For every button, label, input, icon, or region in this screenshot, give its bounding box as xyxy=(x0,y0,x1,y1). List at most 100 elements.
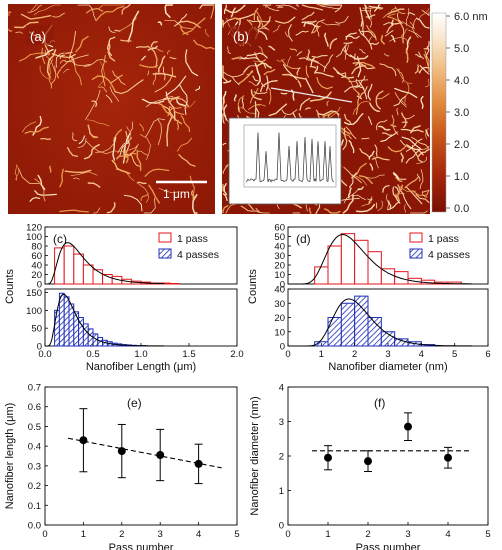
nanofiber xyxy=(120,39,132,42)
nanofiber xyxy=(306,56,327,69)
x-tick-label: 1.5 xyxy=(182,349,195,360)
nanofiber xyxy=(407,12,416,16)
nanofiber xyxy=(306,49,310,61)
nanofiber xyxy=(289,48,298,52)
nanofiber xyxy=(177,13,188,25)
x-tick-label: 2 xyxy=(352,349,357,360)
y-tick-label: 40 xyxy=(31,261,42,272)
legend-swatch xyxy=(158,248,172,259)
fit-curve xyxy=(288,298,472,347)
nanofiber xyxy=(35,48,54,59)
nanofiber xyxy=(365,174,385,179)
nanofiber xyxy=(342,127,348,150)
nanofiber xyxy=(341,72,347,78)
fit-curve xyxy=(46,242,165,285)
nanofiber xyxy=(195,85,201,91)
nanofiber xyxy=(238,70,254,85)
nanofiber xyxy=(321,113,330,119)
nanofiber xyxy=(384,30,394,37)
nanofiber xyxy=(405,48,409,63)
nanofiber xyxy=(21,121,37,133)
nanofiber xyxy=(125,151,129,164)
histogram-bar xyxy=(394,271,409,285)
nanofiber xyxy=(368,5,384,9)
nanofiber xyxy=(351,174,368,186)
nanofiber xyxy=(384,53,390,57)
panel-a-label: (a) xyxy=(30,29,46,44)
nanofiber xyxy=(314,65,319,74)
histogram-bar xyxy=(380,268,396,285)
y-tick-label: 10 xyxy=(274,270,285,281)
nanofiber xyxy=(404,203,406,213)
nanofiber xyxy=(222,164,229,174)
nanofiber xyxy=(249,87,259,104)
afm-image-b: (b) xyxy=(221,3,430,215)
nanofiber xyxy=(176,119,180,131)
nanofiber xyxy=(387,144,408,153)
nanofiber xyxy=(126,126,132,139)
nanofiber xyxy=(398,188,412,210)
nanofiber xyxy=(387,13,396,17)
nanofiber xyxy=(180,115,191,133)
nanofiber xyxy=(240,107,257,115)
nanofiber xyxy=(420,95,424,109)
nanofiber xyxy=(167,49,171,55)
nanofiber xyxy=(326,100,329,106)
x-tick-label: 3 xyxy=(158,529,163,540)
nanofiber xyxy=(49,165,52,173)
nanofiber xyxy=(105,94,113,104)
nanofiber xyxy=(154,67,174,93)
nanofiber xyxy=(309,65,317,69)
nanofiber xyxy=(375,202,378,209)
nanofiber xyxy=(129,153,142,168)
height-profile-trace xyxy=(245,132,335,183)
nanofiber xyxy=(405,149,421,164)
x-tick-label: 4 xyxy=(445,529,450,540)
nanofiber xyxy=(221,19,224,26)
nanofiber xyxy=(34,190,57,196)
x-tick-label: 0.0 xyxy=(38,349,51,360)
nanofiber xyxy=(406,8,410,26)
nanofiber xyxy=(260,80,278,92)
nanofiber xyxy=(77,4,97,22)
legend-label: 1 pass xyxy=(177,233,208,245)
legend-label: 4 passes xyxy=(177,249,219,261)
nanofiber xyxy=(397,184,402,192)
nanofiber xyxy=(405,186,423,205)
nanofiber xyxy=(415,194,430,204)
nanofiber xyxy=(73,177,80,180)
nanofiber xyxy=(96,6,125,21)
y-tick-label: 30 xyxy=(274,251,285,262)
nanofiber xyxy=(367,83,373,101)
nanofiber xyxy=(101,54,106,87)
nanofiber xyxy=(70,56,82,86)
nanofiber xyxy=(141,55,147,61)
data-point xyxy=(324,453,332,462)
nanofiber xyxy=(342,194,354,214)
y-tick-label: 0 xyxy=(279,521,284,532)
colorbar-tick-label: 4.0 xyxy=(454,75,469,87)
nanofiber xyxy=(199,4,215,9)
histogram-bar xyxy=(73,311,80,347)
nanofiber xyxy=(275,16,296,24)
nanofiber xyxy=(72,132,78,142)
nanofiber xyxy=(146,70,150,76)
y-tick-label: 60 xyxy=(31,251,42,262)
histogram-bar xyxy=(73,253,84,285)
nanofiber xyxy=(417,173,421,182)
nanofiber xyxy=(87,124,99,139)
nanofiber xyxy=(352,100,370,115)
nanofiber xyxy=(316,24,320,37)
y-axis-label: Nanofiber diameter (nm) xyxy=(249,396,261,515)
nanofiber xyxy=(344,85,365,93)
y-tick-label: 40 xyxy=(274,242,285,253)
nanofiber xyxy=(178,83,188,116)
nanofiber xyxy=(378,125,391,131)
nanofiber xyxy=(93,207,101,214)
panel-label: (e) xyxy=(127,396,142,410)
nanofiber xyxy=(425,41,430,50)
nanofiber xyxy=(240,205,261,213)
nanofiber xyxy=(416,156,427,165)
